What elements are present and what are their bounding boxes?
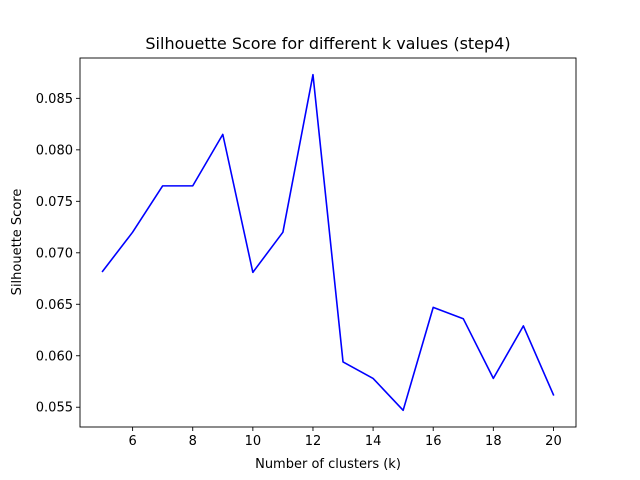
y-tick-label-4: 0.075 (36, 195, 73, 210)
x-tick-label-18: 18 (485, 434, 502, 449)
chart-title: Silhouette Score for different k values … (145, 34, 510, 53)
axes-frame (79, 57, 577, 428)
x-tick-label-6: 6 (128, 434, 136, 449)
x-tick-label-10: 10 (245, 434, 262, 449)
y-axis-label: Silhouette Score (10, 189, 25, 296)
y-tick-label-3: 0.070 (36, 246, 73, 261)
x-axis-label: Number of clusters (k) (255, 457, 401, 472)
x-tick-label-20: 20 (545, 434, 562, 449)
y-tick-label-0: 0.055 (36, 401, 73, 416)
y-tick-label-1: 0.060 (36, 349, 73, 364)
y-tick-label-5: 0.080 (36, 143, 73, 158)
x-tick-label-8: 8 (189, 434, 197, 449)
x-tick-label-14: 14 (365, 434, 382, 449)
x-tick-label-12: 12 (305, 434, 322, 449)
y-tick-label-2: 0.065 (36, 298, 73, 313)
y-tick-label-6: 0.085 (36, 92, 73, 107)
x-tick-label-16: 16 (425, 434, 442, 449)
series-line-0 (101, 73, 555, 412)
plot-area: 6 8 10 12 14 16 18 20 0.055 0.060 0.065 0.070 0.075 0… (36, 57, 577, 449)
